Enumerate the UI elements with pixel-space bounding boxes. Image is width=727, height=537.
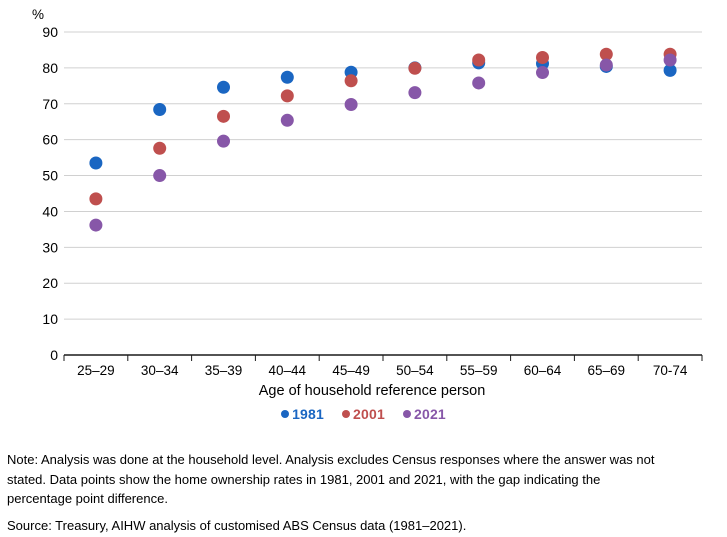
data-point-2001-40–44 bbox=[280, 89, 294, 103]
figure-notes: Note: Analysis was done at the household… bbox=[7, 450, 723, 535]
legend-dot-icon bbox=[402, 410, 411, 418]
data-point-2001-55–59 bbox=[472, 53, 486, 67]
y-axis-tick-label-80: 80 bbox=[42, 60, 58, 76]
legend-label-1981: 1981 bbox=[292, 406, 325, 422]
x-axis-tick-label-30–34: 30–34 bbox=[141, 363, 179, 378]
y-axis-tick-label-10: 10 bbox=[42, 311, 58, 327]
data-point-1981-25–29 bbox=[89, 156, 103, 170]
x-axis-title: Age of household reference person bbox=[259, 383, 486, 399]
legend-label-2001: 2001 bbox=[353, 406, 385, 422]
y-axis-tick-label-30: 30 bbox=[42, 239, 58, 255]
data-point-2001-60–64 bbox=[536, 50, 549, 64]
data-point-1981-35–39 bbox=[217, 80, 230, 94]
data-point-2021-45–49 bbox=[344, 97, 358, 111]
y-axis-tick-label-0: 0 bbox=[50, 347, 58, 363]
data-point-1981-40–44 bbox=[280, 70, 294, 84]
x-axis-tick-label-65–69: 65–69 bbox=[588, 363, 626, 378]
data-point-2001-45–49 bbox=[344, 74, 358, 88]
data-point-2021-55–59 bbox=[472, 76, 486, 90]
y-axis-tick-label-40: 40 bbox=[42, 203, 58, 219]
legend-label-2021: 2021 bbox=[413, 406, 446, 422]
data-point-2001-25–29 bbox=[89, 192, 103, 206]
x-axis-tick-label-55–59: 55–59 bbox=[460, 363, 498, 378]
legend-dot-icon bbox=[342, 410, 351, 418]
data-point-2021-65–69 bbox=[599, 58, 613, 72]
legend-item-1981: 1981 bbox=[281, 406, 324, 422]
data-point-2021-70-74 bbox=[663, 53, 677, 67]
y-axis-tick-label-60: 60 bbox=[42, 132, 58, 148]
data-point-2021-30–34 bbox=[153, 169, 167, 183]
chart-canvas: 0 10 20 30 40 50 60 70 80 90% 25–29 30–34 35–39 40–44… bbox=[32, 7, 703, 399]
x-axis-tick-label-25–29: 25–29 bbox=[77, 363, 115, 378]
y-axis-tick-label-20: 20 bbox=[42, 275, 58, 291]
data-point-2001-65–69 bbox=[599, 47, 613, 61]
data-point-2021-60–64 bbox=[536, 66, 549, 80]
note-text-line: percentage point difference. bbox=[7, 491, 168, 506]
y-axis-tick-label-70: 70 bbox=[42, 96, 58, 112]
y-axis-unit-label: % bbox=[32, 7, 44, 22]
data-point-2001-50–54 bbox=[408, 61, 422, 75]
data-point-2001-30–34 bbox=[153, 141, 167, 155]
x-axis-tick-label-45–49: 45–49 bbox=[332, 363, 370, 378]
data-point-1981-70-74 bbox=[663, 63, 677, 77]
data-point-2001-35–39 bbox=[217, 109, 230, 123]
data-point-2021-25–29 bbox=[89, 218, 103, 232]
legend-item-2021: 2021 bbox=[402, 406, 446, 422]
data-point-1981-30–34 bbox=[153, 103, 167, 117]
chart-legend: 1981 2001 2021 bbox=[0, 406, 727, 422]
y-axis-tick-label-90: 90 bbox=[42, 24, 58, 40]
source-text: Source: Treasury, AIHW analysis of custo… bbox=[7, 517, 467, 533]
legend-item-2001: 2001 bbox=[342, 406, 385, 422]
x-axis-tick-label-50–54: 50–54 bbox=[396, 363, 434, 378]
note-text-line: stated. Data points show the home owners… bbox=[7, 471, 601, 487]
x-axis-tick-label-35–39: 35–39 bbox=[205, 363, 243, 378]
note-text-line: Note: Analysis was done at the household… bbox=[7, 452, 655, 467]
legend-dot-icon bbox=[281, 410, 290, 418]
x-axis-tick-label-60–64: 60–64 bbox=[524, 363, 562, 378]
x-axis-tick-label-40–44: 40–44 bbox=[269, 363, 307, 378]
x-axis-tick-label-70-74: 70-74 bbox=[653, 363, 688, 378]
y-axis-tick-label-50: 50 bbox=[42, 168, 58, 184]
data-point-2021-50–54 bbox=[408, 86, 422, 100]
data-point-2021-40–44 bbox=[280, 113, 294, 127]
data-point-2021-35–39 bbox=[217, 134, 230, 148]
